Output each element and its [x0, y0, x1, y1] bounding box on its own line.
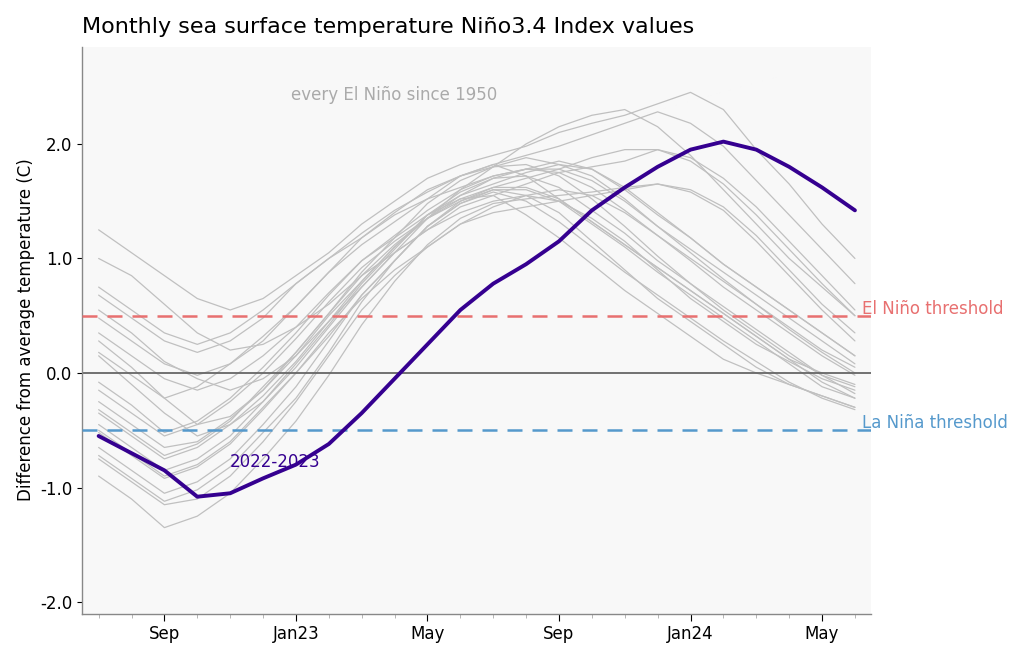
Y-axis label: Difference from average temperature (C): Difference from average temperature (C)	[16, 158, 35, 502]
Text: 2022-2023: 2022-2023	[230, 453, 321, 471]
Text: La Niña threshold: La Niña threshold	[861, 414, 1008, 432]
Text: every El Niño since 1950: every El Niño since 1950	[292, 86, 498, 104]
Text: El Niño threshold: El Niño threshold	[861, 300, 1004, 318]
Text: Monthly sea surface temperature Niño3.4 Index values: Monthly sea surface temperature Niño3.4 …	[82, 16, 694, 37]
